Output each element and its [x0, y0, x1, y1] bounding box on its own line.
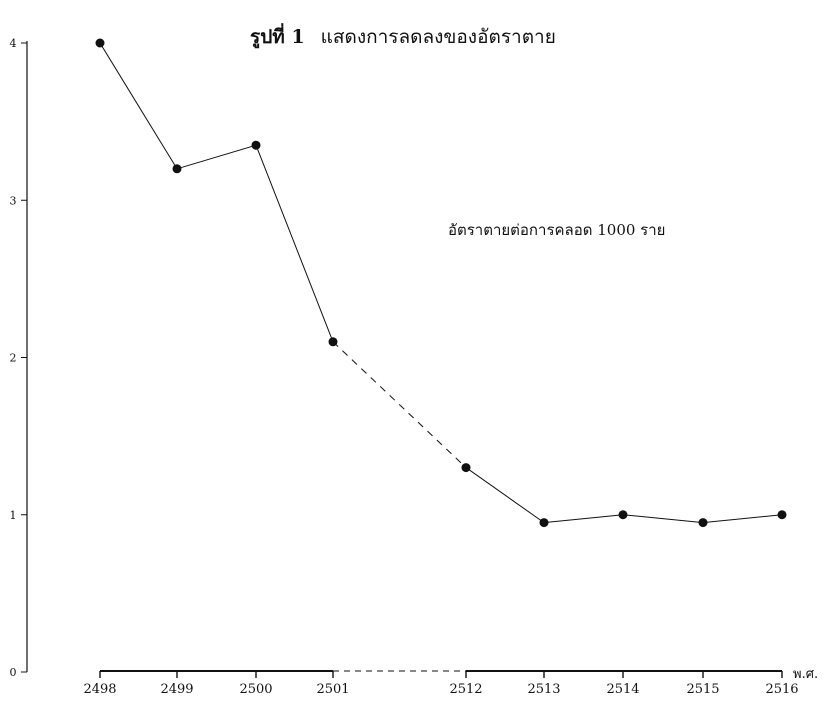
- x-tick-label: 2500: [239, 682, 272, 697]
- data-point: [251, 140, 261, 150]
- y-axis: 0 1 2 3 4: [10, 37, 28, 679]
- series-segment: [176, 144, 257, 170]
- y-tick-label: 0: [10, 666, 17, 679]
- series-segment: [332, 341, 467, 468]
- figure-number: รูปที่ 1: [250, 26, 305, 48]
- series-points: [95, 38, 787, 528]
- x-tick-label: 2512: [449, 682, 482, 697]
- data-point: [539, 518, 549, 528]
- series-line: [99, 42, 783, 524]
- x-tick-label: 2514: [606, 682, 639, 697]
- y-tick-label: 1: [10, 509, 17, 522]
- y-tick-label: 2: [10, 352, 17, 365]
- series-segment: [255, 145, 334, 342]
- data-point: [698, 518, 708, 528]
- data-point: [618, 510, 628, 520]
- unit-annotation: อัตราตายต่อการคลอด 1000 ราย: [448, 221, 666, 239]
- x-tick-label: 2501: [316, 682, 349, 697]
- title-text: แสดงการลดลงของอัตราตาย: [320, 26, 556, 48]
- data-point: [172, 164, 182, 174]
- y-tick-label: 3: [10, 194, 17, 207]
- data-point: [328, 337, 338, 347]
- data-point: [461, 463, 471, 473]
- series-segment: [622, 514, 704, 524]
- x-tick-label: 2516: [765, 682, 798, 697]
- data-point: [777, 510, 787, 520]
- x-tick-label: 2513: [527, 682, 560, 697]
- chart-title: รูปที่ 1 แสดงการลดลงของอัตราตาย: [250, 22, 556, 52]
- series-segment: [543, 514, 624, 524]
- x-tick-label: 2499: [160, 682, 193, 697]
- x-axis-label: พ.ศ.: [793, 667, 819, 682]
- x-tick-label: 2498: [83, 682, 116, 697]
- x-tick-label: 2515: [686, 682, 719, 697]
- x-axis: 2498 2499 2500 2501 2512 2513 2514 2515 2516: [83, 670, 799, 697]
- y-tick-label: 4: [10, 37, 17, 50]
- data-point: [95, 38, 105, 48]
- series-segment: [465, 467, 545, 524]
- series-segment: [702, 514, 783, 524]
- series-segment: [99, 42, 178, 170]
